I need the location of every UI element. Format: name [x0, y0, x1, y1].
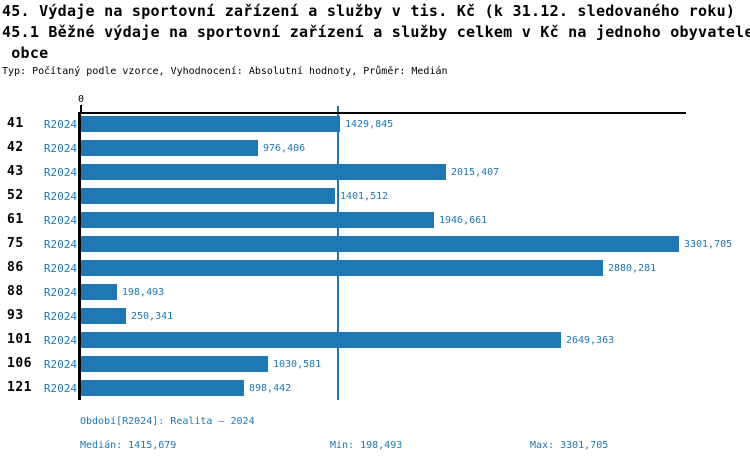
- value-bar: [81, 308, 126, 324]
- category-label: 121: [7, 380, 32, 395]
- chart-row: 93 R2024 250,341: [0, 308, 750, 324]
- value-bar: [81, 116, 340, 132]
- series-period-label: R2024: [43, 142, 77, 155]
- chart-row: 42 R2024 976,406: [0, 140, 750, 156]
- value-bar: [81, 164, 446, 180]
- category-label: 52: [7, 188, 24, 203]
- value-bar: [81, 140, 258, 156]
- period-info: Období[R2024]: Realita – 2024: [80, 416, 255, 427]
- series-period-label: R2024: [43, 166, 77, 179]
- zero-tick-label: 0: [77, 94, 85, 105]
- value-label: 1401,512: [340, 191, 389, 202]
- x-axis-line: [78, 112, 686, 114]
- min-stat: Min: 198,493: [330, 440, 403, 451]
- chart-row: 88 R2024 198,493: [0, 284, 750, 300]
- value-bar: [81, 332, 561, 348]
- value-label: 898,442: [249, 383, 292, 394]
- chart-row: 75 R2024 3301,705: [0, 236, 750, 252]
- series-period-label: R2024: [43, 214, 77, 227]
- value-label: 198,493: [122, 287, 165, 298]
- chart-row: 41 R2024 1429,845: [0, 116, 750, 132]
- value-label: 3301,705: [684, 239, 733, 250]
- report-subtitle: Typ: Počítaný podle vzorce, Vyhodnocení:…: [2, 66, 448, 77]
- median-reference-line: [337, 106, 339, 400]
- report-title-line3: obce: [2, 44, 49, 62]
- value-label: 1429,845: [345, 119, 394, 130]
- value-label: 2880,281: [608, 263, 657, 274]
- chart-row: 121 R2024 898,442: [0, 380, 750, 396]
- value-bar: [81, 356, 268, 372]
- series-period-label: R2024: [43, 118, 77, 131]
- report-title-line2: 45.1 Běžné výdaje na sportovní zařízení …: [2, 23, 750, 41]
- series-period-label: R2024: [43, 286, 77, 299]
- value-label: 976,406: [263, 143, 306, 154]
- value-bar: [81, 380, 244, 396]
- series-period-label: R2024: [43, 310, 77, 323]
- chart-row: 101 R2024 2649,363: [0, 332, 750, 348]
- zero-tick: [80, 105, 82, 112]
- series-period-label: R2024: [43, 358, 77, 371]
- chart-row: 86 R2024 2880,281: [0, 260, 750, 276]
- category-label: 101: [7, 332, 32, 347]
- value-bar: [81, 284, 117, 300]
- series-period-label: R2024: [43, 382, 77, 395]
- category-label: 88: [7, 284, 24, 299]
- report-title-line1: 45. Výdaje na sportovní zařízení a služb…: [2, 2, 736, 20]
- value-bar: [81, 188, 335, 204]
- max-stat: Max: 3301,705: [530, 440, 609, 451]
- median-stat: Medián: 1415,679: [80, 440, 177, 451]
- value-bar: [81, 212, 434, 228]
- category-label: 41: [7, 116, 24, 131]
- chart-row: 43 R2024 2015,407: [0, 164, 750, 180]
- value-label: 250,341: [131, 311, 174, 322]
- series-period-label: R2024: [43, 238, 77, 251]
- y-axis-line: [78, 112, 81, 400]
- chart-row: 52 R2024 1401,512: [0, 188, 750, 204]
- series-period-label: R2024: [43, 190, 77, 203]
- category-label: 75: [7, 236, 24, 251]
- series-period-label: R2024: [43, 334, 77, 347]
- value-bar: [81, 260, 603, 276]
- value-bar: [81, 236, 679, 252]
- category-label: 42: [7, 140, 24, 155]
- chart-row: 106 R2024 1030,581: [0, 356, 750, 372]
- category-label: 86: [7, 260, 24, 275]
- value-label: 1030,581: [273, 359, 322, 370]
- category-label: 43: [7, 164, 24, 179]
- value-label: 1946,661: [439, 215, 488, 226]
- category-label: 61: [7, 212, 24, 227]
- chart-row: 61 R2024 1946,661: [0, 212, 750, 228]
- category-label: 106: [7, 356, 32, 371]
- series-period-label: R2024: [43, 262, 77, 275]
- category-label: 93: [7, 308, 24, 323]
- value-label: 2015,407: [451, 167, 500, 178]
- value-label: 2649,363: [566, 335, 615, 346]
